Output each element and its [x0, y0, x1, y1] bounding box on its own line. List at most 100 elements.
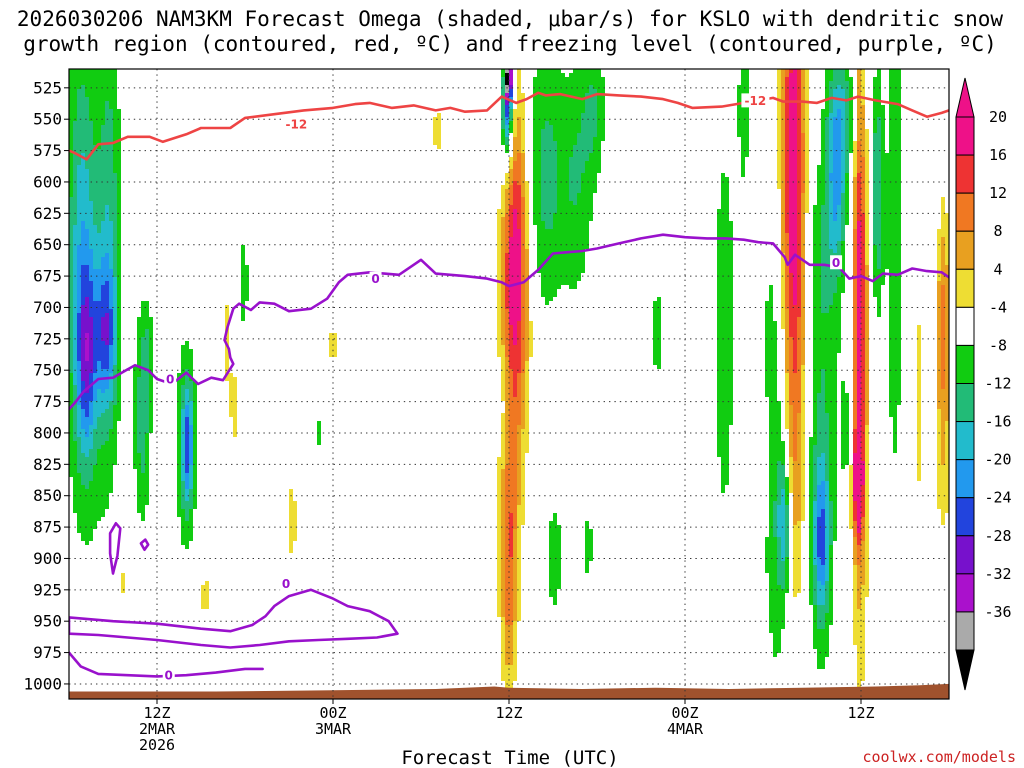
omega-cell	[889, 333, 901, 337]
omega-cell	[517, 581, 521, 585]
omega-cell	[797, 85, 801, 89]
omega-cell	[813, 285, 821, 289]
omega-cell	[813, 617, 817, 621]
omega-cell	[873, 225, 881, 229]
omega-cell	[853, 341, 857, 345]
omega-cell	[825, 573, 829, 577]
omega-cell	[809, 525, 813, 529]
omega-cell	[505, 85, 509, 89]
omega-cell	[497, 265, 501, 269]
omega-cell	[945, 333, 949, 337]
omega-cell	[937, 501, 949, 505]
omega-cell	[881, 125, 885, 129]
omega-cell	[85, 153, 113, 157]
omega-cell	[857, 333, 861, 337]
omega-cell	[813, 233, 821, 237]
omega-cell	[793, 497, 801, 501]
omega-cell	[653, 341, 661, 345]
omega-cell	[105, 105, 109, 109]
omega-cell	[937, 249, 941, 253]
omega-cell	[789, 97, 797, 101]
omega-cell	[825, 501, 829, 505]
omega-cell	[117, 325, 121, 329]
omega-cell	[509, 541, 513, 545]
omega-cell	[797, 209, 801, 213]
omega-cell	[789, 233, 797, 237]
omega-cell	[181, 349, 193, 353]
omega-cell	[505, 341, 509, 345]
colorbar-bin	[955, 306, 975, 346]
omega-cell	[717, 229, 733, 233]
omega-cell	[769, 477, 777, 481]
omega-cell	[937, 433, 941, 437]
omega-cell	[93, 437, 109, 441]
omega-cell	[521, 205, 525, 209]
omega-cell	[777, 89, 781, 93]
omega-cell	[509, 89, 513, 93]
omega-cell	[797, 213, 801, 217]
omega-cell	[93, 405, 109, 409]
omega-cell	[797, 237, 801, 241]
omega-cell	[781, 205, 785, 209]
omega-cell	[829, 121, 833, 125]
omega-cell	[813, 553, 817, 557]
omega-cell	[793, 289, 797, 293]
omega-cell	[853, 397, 857, 401]
omega-cell	[93, 341, 105, 345]
omega-cell	[509, 361, 521, 365]
omega-cell	[585, 529, 593, 533]
omega-cell	[789, 193, 797, 197]
omega-cell	[845, 161, 849, 165]
omega-cell	[109, 305, 113, 309]
omega-cell	[505, 681, 513, 685]
omega-cell	[813, 601, 817, 605]
omega-cell	[889, 133, 901, 137]
omega-cell	[861, 189, 865, 193]
omega-cell	[133, 385, 137, 389]
omega-cell	[521, 221, 525, 225]
omega-cell	[857, 281, 861, 285]
omega-cell	[525, 373, 529, 377]
omega-cell	[585, 553, 593, 557]
omega-cell	[825, 153, 829, 157]
omega-cell	[517, 437, 521, 441]
omega-cell	[717, 249, 733, 253]
omega-cell	[93, 285, 101, 289]
omega-cell	[873, 245, 877, 249]
omega-cell	[509, 281, 521, 285]
omega-cell	[225, 373, 233, 377]
omega-cell	[813, 541, 817, 545]
omega-cell	[77, 317, 81, 321]
omega-cell	[849, 117, 853, 121]
omega-cell	[865, 461, 869, 465]
omega-cell	[533, 77, 605, 81]
omega-cell	[505, 469, 517, 473]
omega-cell	[577, 141, 593, 145]
omega-cell	[81, 289, 93, 293]
omega-cell	[501, 493, 505, 497]
omega-cell	[241, 277, 249, 281]
omega-cell	[505, 465, 517, 469]
omega-cell	[813, 265, 821, 269]
omega-cell	[865, 573, 869, 577]
omega-cell	[809, 517, 813, 521]
omega-cell	[85, 333, 89, 337]
omega-cell	[801, 125, 805, 129]
omega-cell	[501, 249, 505, 253]
omega-cell	[801, 353, 805, 357]
omega-cell	[189, 413, 193, 417]
omega-cell	[101, 365, 109, 369]
omega-cell	[113, 137, 121, 141]
omega-cell	[509, 329, 513, 333]
omega-cell	[717, 297, 733, 301]
omega-cell	[525, 229, 529, 233]
omega-cell	[769, 397, 777, 401]
omega-cell	[181, 357, 193, 361]
omega-cell	[857, 385, 861, 389]
omega-cell	[853, 577, 857, 581]
omega-cell	[73, 165, 77, 169]
omega-cell	[141, 517, 145, 521]
omega-cell	[89, 101, 105, 105]
omega-cell	[857, 301, 861, 305]
omega-cell	[181, 493, 185, 497]
